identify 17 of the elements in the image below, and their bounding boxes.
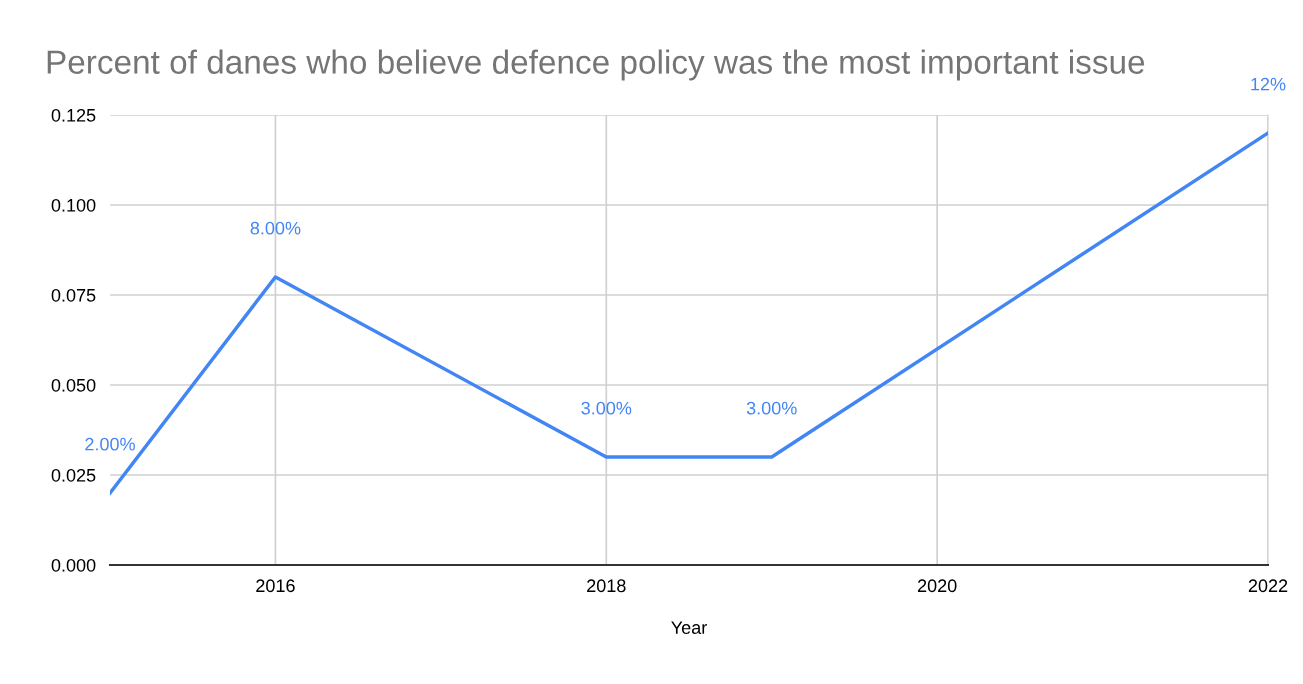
data-label: 3.00% [746, 401, 797, 415]
chart-title: Percent of danes who believe defence policy was the most important issue [47, 49, 1145, 81]
x-axis-title: Year [671, 621, 707, 634]
x-tick-label: 2016 [256, 579, 295, 593]
data-label: 8.00% [250, 221, 301, 235]
y-tick-label: 0.025 [51, 468, 96, 482]
y-tick-label: 0.000 [51, 558, 96, 572]
data-label: 2.00% [85, 437, 135, 451]
y-tick-label: 0.100 [51, 198, 96, 212]
x-tick-label: 2022 [1248, 579, 1288, 593]
data-label: 12% [1251, 77, 1286, 91]
x-tick-label: 2020 [917, 579, 957, 593]
data-label: 3.00% [581, 401, 632, 415]
y-tick-label: 0.125 [51, 108, 96, 122]
y-tick-label: 0.050 [51, 378, 96, 392]
y-tick-label: 0.075 [51, 288, 96, 302]
x-tick-label: 2018 [587, 579, 626, 593]
